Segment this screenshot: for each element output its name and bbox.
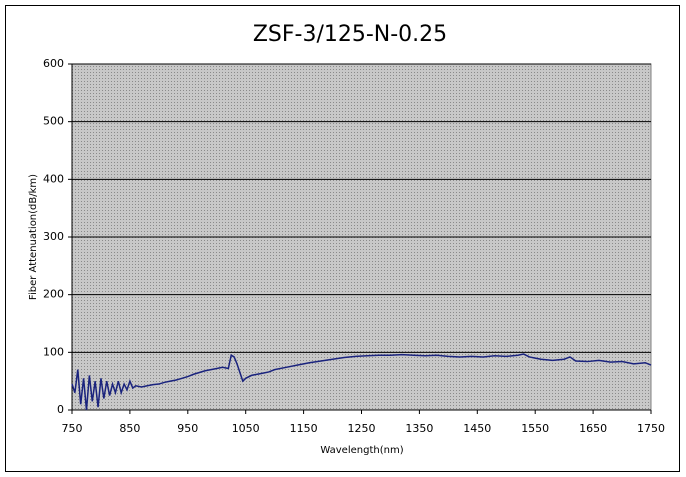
y-tick-label: 100 — [43, 345, 64, 358]
chart-title: ZSF-3/125-N-0.25 — [253, 22, 447, 47]
x-tick-label: 1050 — [232, 422, 260, 435]
x-tick-label: 1350 — [405, 422, 433, 435]
x-tick-label: 1550 — [521, 422, 549, 435]
y-axis-label: Fiber Attenuation(dB/km) — [28, 174, 39, 300]
y-tick-label: 200 — [43, 288, 64, 301]
y-tick-label: 500 — [43, 115, 64, 128]
y-tick-label: 0 — [57, 403, 64, 416]
x-tick-label: 950 — [177, 422, 198, 435]
data-line — [71, 353, 652, 411]
x-tick-label: 1450 — [463, 422, 491, 435]
x-tick-label: 1250 — [348, 422, 376, 435]
x-tick-label: 850 — [119, 422, 140, 435]
x-tick-label: 1650 — [579, 422, 607, 435]
x-tick-label: 1150 — [290, 422, 318, 435]
x-tick-label: 750 — [62, 422, 83, 435]
x-tick-label: 1750 — [637, 422, 665, 435]
x-axis-label: Wavelength(nm) — [320, 445, 403, 456]
y-tick-label: 400 — [43, 172, 64, 185]
y-tick-label: 300 — [43, 230, 64, 243]
y-tick-label: 600 — [43, 57, 64, 70]
